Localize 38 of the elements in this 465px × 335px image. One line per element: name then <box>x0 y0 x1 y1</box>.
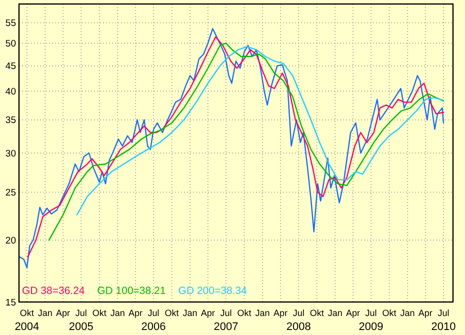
line-series <box>76 46 444 216</box>
y-tick-label: 15 <box>5 297 16 308</box>
x-tick-label: Jan <box>110 308 125 318</box>
x-tick-label: Apr <box>56 308 70 318</box>
x-tick-label: Jan <box>38 308 52 318</box>
y-tick-label: 55 <box>5 18 16 30</box>
x-tick-label: Jan <box>255 308 270 318</box>
x-tick-label: Apr <box>418 308 432 318</box>
x-tick-label: Okt <box>237 308 252 318</box>
y-tick-label: 45 <box>5 61 16 72</box>
x-tick-label: Jan <box>400 308 415 318</box>
x-tick-label: Jan <box>182 308 198 318</box>
x-tick-label: Jul 2010 <box>431 308 456 333</box>
line-series <box>48 42 444 241</box>
y-tick-label: 25 <box>5 188 16 199</box>
x-tick-label: Okt <box>92 308 107 318</box>
y-tick-label: 40 <box>5 86 16 98</box>
x-tick-label: Okt <box>164 308 180 318</box>
x-tick-label: Jul 2008 <box>286 308 311 333</box>
y-tick-label: 50 <box>5 38 16 50</box>
text: GD 200=38.34 <box>178 285 248 297</box>
x-tick-label: Jul 2007 <box>214 308 238 333</box>
x-tick-label: Okt <box>382 308 397 318</box>
x-tick-label: Jan <box>328 308 342 318</box>
x-tick-label: Apr <box>200 308 215 318</box>
x-tick-label: Apr <box>128 308 142 318</box>
x-tick-label: Okt <box>310 308 324 318</box>
y-tick-label: 35 <box>5 115 16 126</box>
x-tick-label: Jul 2009 <box>358 308 384 333</box>
x-tick-label: Okt 2004 <box>14 308 40 333</box>
y-tick-label: 30 <box>5 148 16 160</box>
text: GD 100=38.21 <box>97 285 166 297</box>
x-tick-label: Apr <box>346 308 360 318</box>
x-tick-label: Apr <box>274 308 288 318</box>
y-tick-label: 20 <box>5 235 16 246</box>
x-tick-label: Jul 2006 <box>141 308 166 333</box>
x-tick-label: Jul 2005 <box>68 308 94 333</box>
text: GD 38=36.24 <box>22 285 85 297</box>
